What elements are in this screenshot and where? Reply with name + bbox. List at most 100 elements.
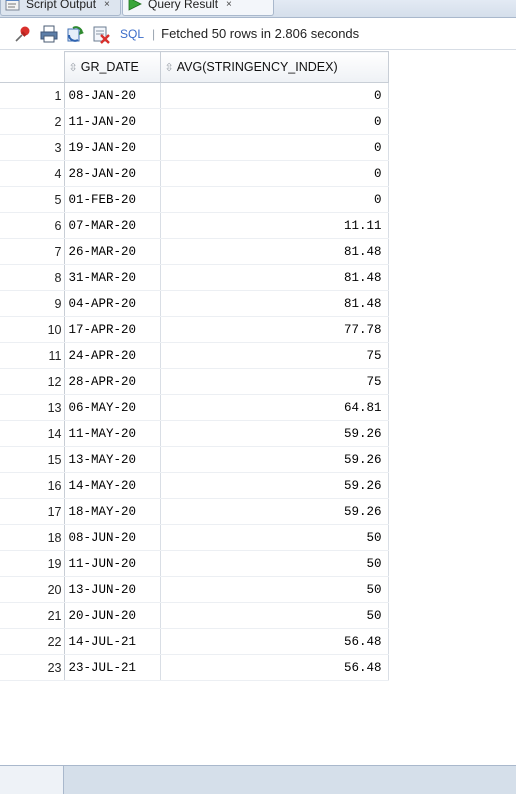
row-number-cell[interactable]: 18 <box>0 524 65 551</box>
tab-script-output[interactable]: Script Output × <box>0 0 121 16</box>
avg-stringency-cell[interactable]: 0 <box>160 108 389 135</box>
row-number-cell[interactable]: 6 <box>0 212 65 239</box>
column-header-avg-stringency-index[interactable]: ⇳ AVG(STRINGENCY_INDEX) <box>159 51 389 83</box>
row-number-cell[interactable]: 20 <box>0 576 65 603</box>
avg-stringency-cell[interactable]: 50 <box>160 524 389 551</box>
gr-date-cell[interactable]: 13-JUN-20 <box>64 576 161 603</box>
avg-stringency-cell[interactable]: 81.48 <box>160 238 389 265</box>
row-number-cell[interactable]: 21 <box>0 602 65 629</box>
table-row[interactable]: 16 14-MAY-20 59.26 <box>0 472 389 499</box>
table-row[interactable]: 20 13-JUN-20 50 <box>0 576 389 603</box>
gr-date-cell[interactable]: 19-JAN-20 <box>64 134 161 161</box>
result-grid[interactable]: ⇳ GR_DATE ⇳ AVG(STRINGENCY_INDEX) 1 08-JAN-… <box>0 51 516 765</box>
avg-stringency-cell[interactable]: 11.11 <box>160 212 389 239</box>
gr-date-cell[interactable]: 08-JAN-20 <box>64 82 161 109</box>
row-number-cell[interactable]: 19 <box>0 550 65 577</box>
avg-stringency-cell[interactable]: 0 <box>160 186 389 213</box>
avg-stringency-cell[interactable]: 75 <box>160 342 389 369</box>
gr-date-cell[interactable]: 14-JUL-21 <box>64 628 161 655</box>
gr-date-cell[interactable]: 04-APR-20 <box>64 290 161 317</box>
avg-stringency-cell[interactable]: 81.48 <box>160 264 389 291</box>
avg-stringency-cell[interactable]: 56.48 <box>160 628 389 655</box>
row-number-cell[interactable]: 15 <box>0 446 65 473</box>
gr-date-cell[interactable]: 06-MAY-20 <box>64 394 161 421</box>
gr-date-cell[interactable]: 28-JAN-20 <box>64 160 161 187</box>
sort-icon[interactable]: ⇳ <box>164 62 174 74</box>
avg-stringency-cell[interactable]: 0 <box>160 134 389 161</box>
row-number-cell[interactable]: 8 <box>0 264 65 291</box>
gr-date-cell[interactable]: 23-JUL-21 <box>64 654 161 681</box>
avg-stringency-cell[interactable]: 64.81 <box>160 394 389 421</box>
bottom-tab[interactable] <box>0 766 64 794</box>
table-row[interactable]: 1 08-JAN-20 0 <box>0 82 389 109</box>
row-number-cell[interactable]: 14 <box>0 420 65 447</box>
row-number-cell[interactable]: 7 <box>0 238 65 265</box>
table-row[interactable]: 17 18-MAY-20 59.26 <box>0 498 389 525</box>
table-row[interactable]: 9 04-APR-20 81.48 <box>0 290 389 317</box>
gr-date-cell[interactable]: 18-MAY-20 <box>64 498 161 525</box>
table-row[interactable]: 10 17-APR-20 77.78 <box>0 316 389 343</box>
gr-date-cell[interactable]: 08-JUN-20 <box>64 524 161 551</box>
row-number-cell[interactable]: 17 <box>0 498 65 525</box>
avg-stringency-cell[interactable]: 75 <box>160 368 389 395</box>
avg-stringency-cell[interactable]: 59.26 <box>160 446 389 473</box>
table-row[interactable]: 5 01-FEB-20 0 <box>0 186 389 213</box>
print-icon[interactable] <box>38 23 60 45</box>
row-number-cell[interactable]: 12 <box>0 368 65 395</box>
row-number-cell[interactable]: 4 <box>0 160 65 187</box>
avg-stringency-cell[interactable]: 50 <box>160 550 389 577</box>
table-row[interactable]: 2 11-JAN-20 0 <box>0 108 389 135</box>
table-row[interactable]: 19 11-JUN-20 50 <box>0 550 389 577</box>
row-number-cell[interactable]: 5 <box>0 186 65 213</box>
avg-stringency-cell[interactable]: 59.26 <box>160 498 389 525</box>
sort-icon[interactable]: ⇳ <box>68 62 78 74</box>
row-number-cell[interactable]: 23 <box>0 654 65 681</box>
table-row[interactable]: 6 07-MAR-20 11.11 <box>0 212 389 239</box>
gr-date-cell[interactable]: 07-MAR-20 <box>64 212 161 239</box>
gr-date-cell[interactable]: 31-MAR-20 <box>64 264 161 291</box>
table-row[interactable]: 21 20-JUN-20 50 <box>0 602 389 629</box>
avg-stringency-cell[interactable]: 77.78 <box>160 316 389 343</box>
table-row[interactable]: 11 24-APR-20 75 <box>0 342 389 369</box>
gr-date-cell[interactable]: 13-MAY-20 <box>64 446 161 473</box>
row-number-cell[interactable]: 11 <box>0 342 65 369</box>
avg-stringency-cell[interactable]: 0 <box>160 82 389 109</box>
avg-stringency-cell[interactable]: 50 <box>160 602 389 629</box>
table-row[interactable]: 3 19-JAN-20 0 <box>0 134 389 161</box>
row-number-cell[interactable]: 2 <box>0 108 65 135</box>
gr-date-cell[interactable]: 11-JUN-20 <box>64 550 161 577</box>
avg-stringency-cell[interactable]: 59.26 <box>160 472 389 499</box>
column-header-gr-date[interactable]: ⇳ GR_DATE <box>63 51 161 83</box>
row-number-cell[interactable]: 10 <box>0 316 65 343</box>
table-row[interactable]: 7 26-MAR-20 81.48 <box>0 238 389 265</box>
table-row[interactable]: 8 31-MAR-20 81.48 <box>0 264 389 291</box>
row-number-cell[interactable]: 9 <box>0 290 65 317</box>
avg-stringency-cell[interactable]: 81.48 <box>160 290 389 317</box>
table-row[interactable]: 15 13-MAY-20 59.26 <box>0 446 389 473</box>
row-number-cell[interactable]: 1 <box>0 82 65 109</box>
row-number-cell[interactable]: 3 <box>0 134 65 161</box>
refresh-icon[interactable] <box>64 23 86 45</box>
gr-date-cell[interactable]: 17-APR-20 <box>64 316 161 343</box>
gr-date-cell[interactable]: 11-MAY-20 <box>64 420 161 447</box>
avg-stringency-cell[interactable]: 59.26 <box>160 420 389 447</box>
row-number-cell[interactable]: 22 <box>0 628 65 655</box>
avg-stringency-cell[interactable]: 50 <box>160 576 389 603</box>
tab-close-icon[interactable]: × <box>104 0 110 10</box>
tab-close-icon[interactable]: × <box>226 0 232 10</box>
tab-query-result[interactable]: Query Result × <box>122 0 274 16</box>
gr-date-cell[interactable]: 26-MAR-20 <box>64 238 161 265</box>
table-row[interactable]: 14 11-MAY-20 59.26 <box>0 420 389 447</box>
gr-date-cell[interactable]: 14-MAY-20 <box>64 472 161 499</box>
table-row[interactable]: 12 28-APR-20 75 <box>0 368 389 395</box>
table-row[interactable]: 23 23-JUL-21 56.48 <box>0 654 389 681</box>
gr-date-cell[interactable]: 20-JUN-20 <box>64 602 161 629</box>
gr-date-cell[interactable]: 11-JAN-20 <box>64 108 161 135</box>
avg-stringency-cell[interactable]: 0 <box>160 160 389 187</box>
pin-icon[interactable] <box>12 23 34 45</box>
gr-date-cell[interactable]: 01-FEB-20 <box>64 186 161 213</box>
table-row[interactable]: 4 28-JAN-20 0 <box>0 160 389 187</box>
row-number-cell[interactable]: 16 <box>0 472 65 499</box>
table-row[interactable]: 22 14-JUL-21 56.48 <box>0 628 389 655</box>
avg-stringency-cell[interactable]: 56.48 <box>160 654 389 681</box>
